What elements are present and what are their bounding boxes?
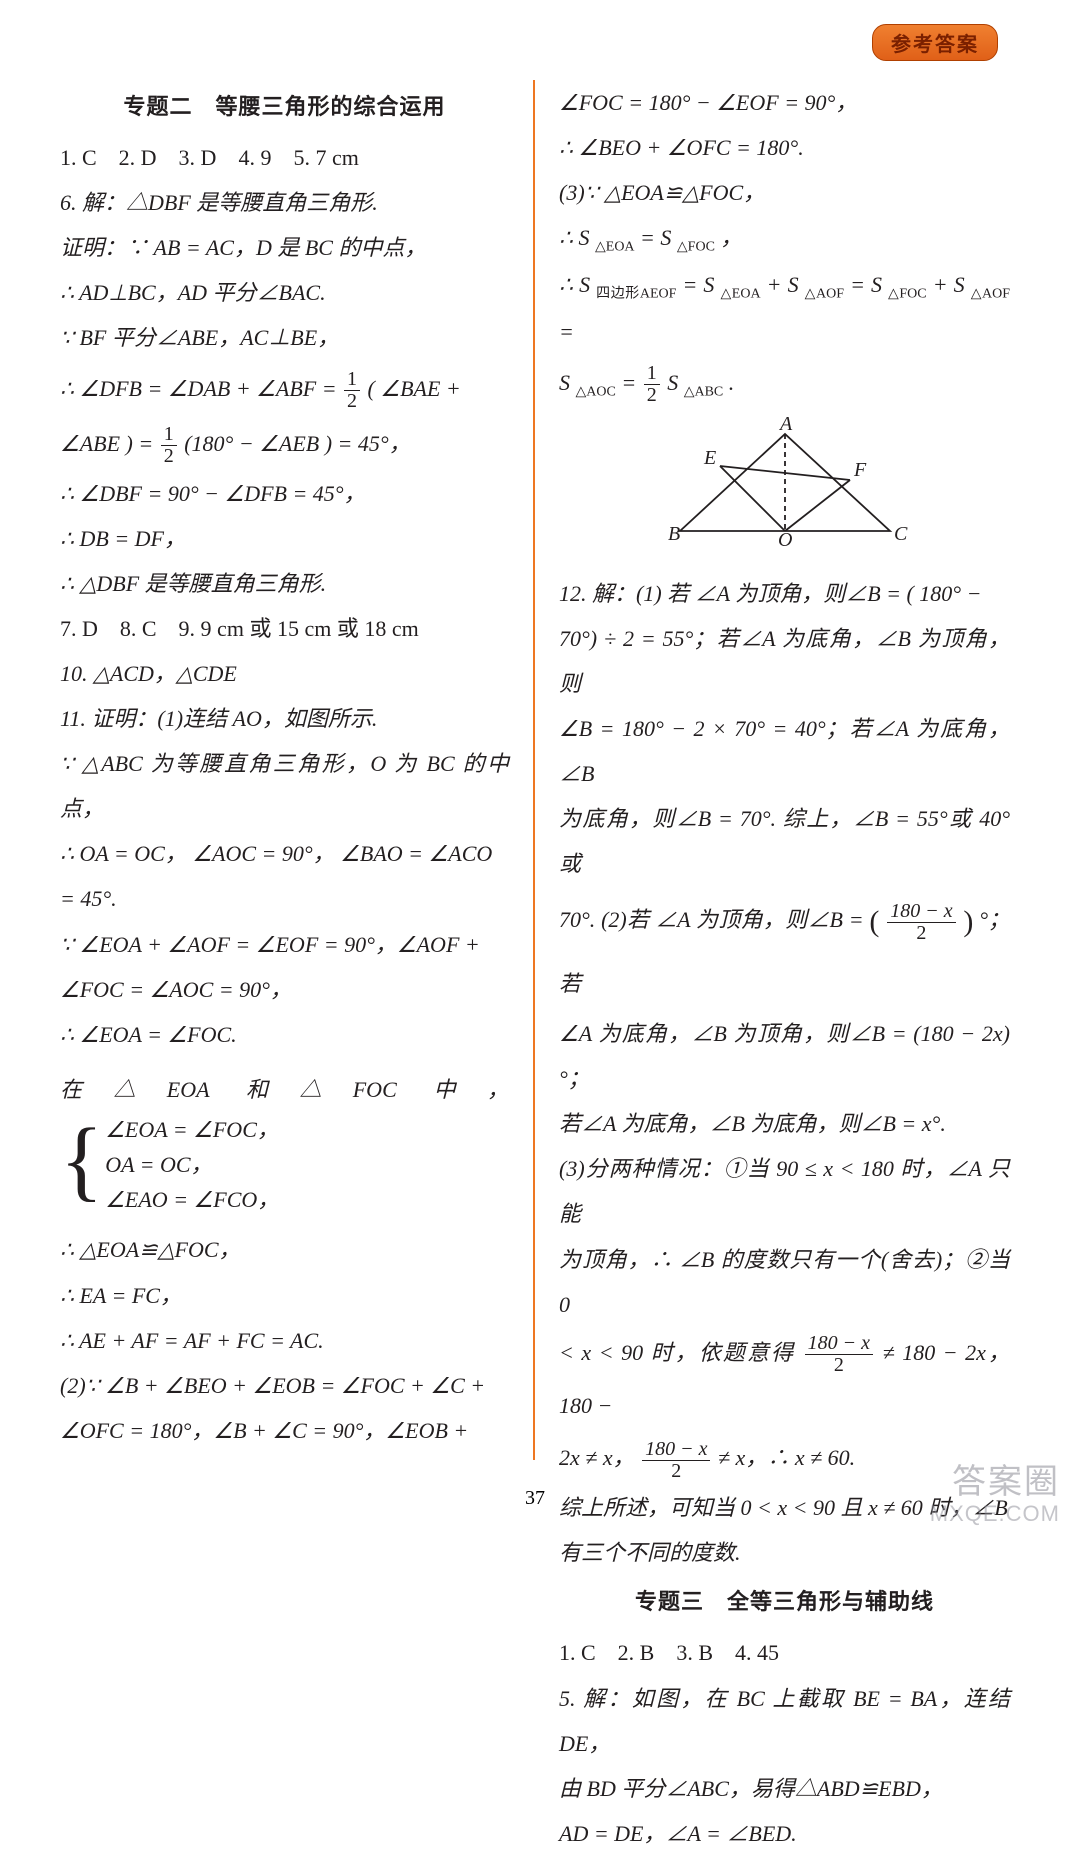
fraction: 1 2 — [644, 363, 660, 406]
solution-line: ∠B = 180° − 2 × 70° = 40°；若∠A 为底角，∠B — [559, 706, 1010, 796]
svg-text:C: C — [894, 523, 908, 545]
proof-line: ∵ BF 平分∠ABE，AC⊥BE， — [60, 315, 509, 360]
fraction: 180 − x 2 — [642, 1439, 710, 1482]
proof-line: ∠OFC = 180°，∠B + ∠C = 90°，∠EOB + — [60, 1408, 509, 1453]
proof-line: ∵ △ABC 为等腰直角三角形，O 为 BC 的中点， — [60, 741, 509, 831]
answer-line: 1. C 2. B 3. B 4. 45 — [559, 1630, 1010, 1675]
proof-line: ∠ABE ) = 1 2 (180° − ∠AEB ) = 45°， — [60, 416, 509, 471]
fraction: 1 2 — [344, 369, 360, 412]
answer-line: 10. △ACD，△CDE — [60, 651, 509, 696]
solution-line: 5. 解：如图，在 BC 上截取 BE = BA，连结 DE， — [559, 1676, 1010, 1766]
proof-line: ∴ ∠DBF = 90° − ∠DFB = 45°， — [60, 471, 509, 516]
svg-text:A: A — [778, 416, 793, 435]
right-column: ∠FOC = 180° − ∠EOF = 90°， ∴ ∠BEO + ∠OFC … — [535, 80, 1010, 1460]
fraction: 1 2 — [161, 424, 177, 467]
proof-line: ∠FOC = 180° − ∠EOF = 90°， — [559, 80, 1010, 125]
solution-line: 为顶角，∴ ∠B 的度数只有一个(舍去)；②当 0 — [559, 1237, 1010, 1327]
solution-line: AD = DE，∠A = ∠BED. — [559, 1811, 1010, 1856]
solution-line: 由 BD 平分∠ABC，易得△ABD≌EBD， — [559, 1766, 1010, 1811]
proof-line: ∴ S 四边形AEOF = S △EOA + S △AOF = S △FOC +… — [559, 262, 1010, 354]
triangle-svg: A B C E F O — [660, 416, 910, 546]
solution-line: 6. 解：△DBF 是等腰直角三角形. — [60, 180, 509, 225]
proof-line: = 45°. — [60, 876, 509, 921]
solution-line: ∠A 为底角，∠B 为顶角，则∠B = (180 − 2x)°； — [559, 1011, 1010, 1101]
triangle-figure: A B C E F O — [559, 416, 1010, 561]
proof-line: ∴ ∠DFB = ∠DAB + ∠ABF = 1 2 ( ∠BAE + — [60, 361, 509, 416]
section-title-3: 专题三 全等三角形与辅助线 — [559, 1579, 1010, 1624]
proof-line: (3)∵ △EOA≌△FOC， — [559, 170, 1010, 215]
svg-text:E: E — [703, 447, 716, 469]
content-columns: 专题二 等腰三角形的综合运用 1. C 2. D 3. D 4. 9 5. 7 … — [60, 80, 1010, 1460]
solution-line: (3)分两种情况：①当 90 ≤ x < 180 时，∠A 只能 — [559, 1146, 1010, 1236]
solution-line: 70°) ÷ 2 = 55°；若∠A 为底角，∠B 为顶角，则 — [559, 616, 1010, 706]
fraction: 180 − x 2 — [805, 1333, 873, 1376]
proof-line: ∴ S △EOA = S △FOC ， — [559, 215, 1010, 262]
svg-text:F: F — [853, 459, 867, 481]
proof-line: ∴ OA = OC， ∠AOC = 90°， ∠BAO = ∠ACO — [60, 831, 509, 876]
solution-line: 有三个不同的度数. — [559, 1530, 1010, 1575]
proof-line: ∴ △EOA≌△FOC， — [60, 1227, 509, 1272]
proof-line: ∠FOC = ∠AOC = 90°， — [60, 967, 509, 1012]
proof-line: ∴ AD⊥BC，AD 平分∠BAC. — [60, 270, 509, 315]
svg-text:O: O — [778, 529, 792, 546]
proof-line: ∴ △DBF 是等腰直角三角形. — [60, 561, 509, 606]
proof-line: 在△EOA 和△FOC 中， { ∠EOA = ∠FOC， OA = OC， ∠… — [60, 1067, 509, 1218]
proof-line: ∵ ∠EOA + ∠AOF = ∠EOF = 90°，∠AOF + — [60, 922, 509, 967]
proof-line: ∴ EA = FC， — [60, 1273, 509, 1318]
curly-brace-icon: { — [60, 1125, 103, 1197]
solution-line: 2x ≠ x， 180 − x 2 ≠ x，∴ x ≠ 60. — [559, 1432, 1010, 1485]
proof-line: ∴ DB = DF， — [60, 516, 509, 561]
answer-line: 7. D 8. C 9. 9 cm 或 15 cm 或 18 cm — [60, 606, 509, 651]
proof-line: 证明：∵ AB = AC，D 是 BC 的中点， — [60, 225, 509, 270]
solution-line: 为底角，则∠B = 70°. 综上，∠B = 55°或 40°或 — [559, 796, 1010, 886]
proof-line: (2)∵ ∠B + ∠BEO + ∠EOB = ∠FOC + ∠C + — [60, 1363, 509, 1408]
svg-text:B: B — [668, 523, 680, 545]
solution-line: 70°. (2)若 ∠A 为顶角，则∠B = ( 180 − x 2 ) °；若 — [559, 886, 1010, 1011]
solution-line: 12. 解：(1) 若 ∠A 为顶角，则∠B = ( 180° − — [559, 571, 1010, 616]
left-column: 专题二 等腰三角形的综合运用 1. C 2. D 3. D 4. 9 5. 7 … — [60, 80, 535, 1460]
solution-line: < x < 90 时，依题意得 180 − x 2 ≠ 180 − 2x，180… — [559, 1327, 1010, 1433]
proof-line: ∴ AE + AF = AF + FC = AC. — [60, 1318, 509, 1363]
proof-line: ∴ ∠BEO + ∠OFC = 180°. — [559, 125, 1010, 170]
proof-line: ∴ ∠EOA = ∠FOC. — [60, 1012, 509, 1057]
solution-line: 若∠A 为底角，∠B 为底角，则∠B = x°. — [559, 1101, 1010, 1146]
brace-cases: { ∠EOA = ∠FOC， OA = OC， ∠EAO = ∠FCO， — [60, 1112, 279, 1218]
proof-line: S △AOC = 1 2 S △ABC . — [559, 355, 1010, 410]
page-number: 37 — [0, 1487, 1070, 1510]
header-badge: 参考答案 — [872, 24, 998, 61]
proof-line: 11. 证明：(1)连结 AO，如图所示. — [60, 696, 509, 741]
fraction: 180 − x 2 — [887, 901, 955, 944]
answer-line: 1. C 2. D 3. D 4. 9 5. 7 cm — [60, 135, 509, 180]
section-title-2: 专题二 等腰三角形的综合运用 — [60, 84, 509, 129]
